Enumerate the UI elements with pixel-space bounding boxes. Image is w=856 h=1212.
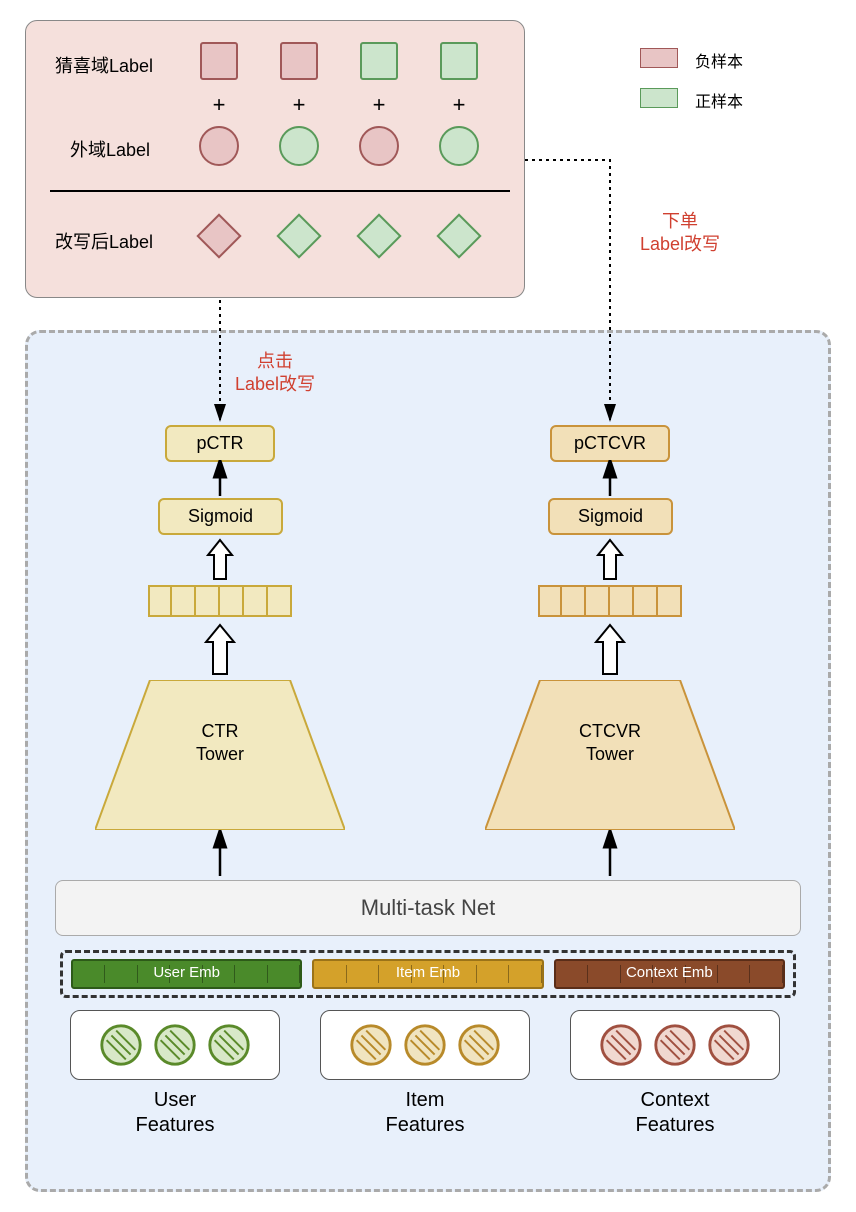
plus-4: +	[440, 92, 478, 118]
row1-label: 猜喜域Label	[55, 52, 153, 78]
legend-pos-label: 正样本	[695, 88, 743, 112]
arrow-ctr-2	[210, 830, 230, 880]
plus-1: +	[200, 92, 238, 118]
ctr-vector	[148, 585, 292, 617]
pctcvr-output: pCTCVR	[550, 425, 670, 462]
legend-neg-label: 负样本	[695, 48, 743, 72]
sigmoid-ctcvr: Sigmoid	[548, 498, 673, 535]
ctr-tower: CTR Tower	[95, 680, 345, 830]
row2-shape-2	[279, 126, 319, 166]
divider-line	[50, 190, 510, 192]
context-features-label: Context Features	[570, 1088, 780, 1138]
plus-3: +	[360, 92, 398, 118]
item-features-label: Item Features	[320, 1088, 530, 1138]
legend-neg-swatch	[640, 48, 678, 68]
ctcvr-vector	[538, 585, 682, 617]
user-emb: User Emb	[71, 959, 302, 989]
legend-pos-swatch	[640, 88, 678, 108]
user-features-label: User Features	[70, 1088, 280, 1138]
arrow-ctr-1	[210, 460, 230, 500]
row2-shape-3	[359, 126, 399, 166]
item-emb: Item Emb	[312, 959, 543, 989]
multitask-net: Multi-task Net	[55, 880, 801, 936]
plus-2: +	[280, 92, 318, 118]
ctcvr-tower: CTCVR Tower	[485, 680, 735, 830]
hollow-arrow-ctcvr-1	[590, 535, 630, 585]
row2-shape-1	[199, 126, 239, 166]
arrow-ctcvr-1	[600, 460, 620, 500]
pctr-output: pCTR	[165, 425, 275, 462]
context-features-box	[570, 1010, 780, 1080]
sigmoid-ctr: Sigmoid	[158, 498, 283, 535]
row1-shape-2	[280, 42, 318, 80]
row2-label: 外域Label	[70, 136, 150, 162]
hollow-arrow-ctr-2	[200, 620, 240, 680]
hollow-arrow-ctcvr-2	[590, 620, 630, 680]
row3-label: 改写后Label	[55, 228, 153, 254]
arrow-ctcvr-2	[600, 830, 620, 880]
item-features-box	[320, 1010, 530, 1080]
user-features-box	[70, 1010, 280, 1080]
embedding-box: User Emb Item Emb Context Emb	[60, 950, 796, 998]
click-rewrite-label: 点击 Label改写	[235, 350, 315, 397]
row1-shape-4	[440, 42, 478, 80]
row1-shape-3	[360, 42, 398, 80]
hollow-arrow-ctr-1	[200, 535, 240, 585]
row1-shape-1	[200, 42, 238, 80]
context-emb: Context Emb	[554, 959, 785, 989]
order-rewrite-label: 下单 Label改写	[640, 210, 720, 257]
row2-shape-4	[439, 126, 479, 166]
